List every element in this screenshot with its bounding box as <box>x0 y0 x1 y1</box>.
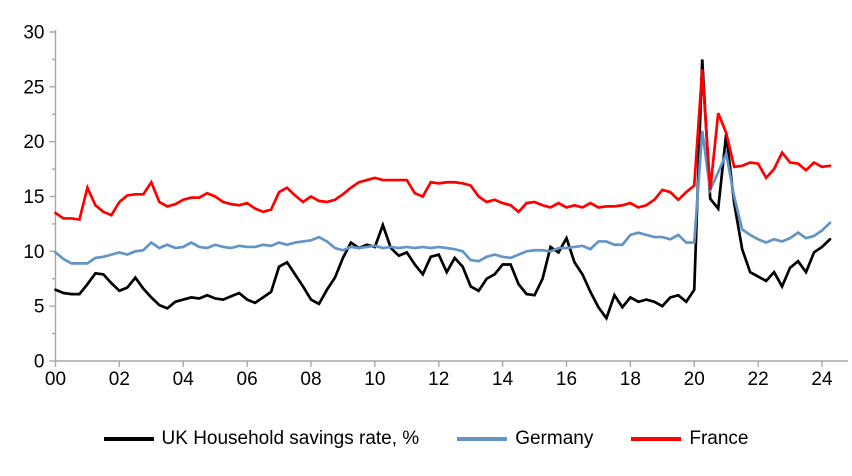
x-axis-label: 18 <box>620 369 641 390</box>
x-axis-label: 22 <box>748 369 769 390</box>
legend-item-uk-household-savings-rate: UK Household savings rate, % <box>103 424 420 454</box>
legend-line-sample-uk-household-savings-rate <box>103 437 154 441</box>
y-axis-label: 15 <box>23 187 44 208</box>
y-axis-label: 0 <box>34 352 45 373</box>
y-axis-label: 5 <box>34 297 45 318</box>
y-axis-label: 10 <box>23 242 44 263</box>
x-axis-label: 10 <box>364 369 385 390</box>
legend-label-uk-household-savings-rate: UK Household savings rate, % <box>161 428 420 449</box>
legend-item-germany: Germany <box>457 424 593 454</box>
x-axis-label: 20 <box>684 369 705 390</box>
france-line <box>54 69 832 222</box>
x-axis-label: 14 <box>492 369 514 390</box>
legend-item-france: France <box>631 424 748 454</box>
legend-label-france: France <box>689 428 749 449</box>
germany-line <box>54 130 832 265</box>
x-axis-label: 16 <box>556 369 577 390</box>
legend-label-germany: Germany <box>515 428 594 449</box>
x-axis-label: 02 <box>109 369 130 390</box>
x-axis-label: 08 <box>300 369 321 390</box>
legend-line-sample-germany <box>457 437 508 441</box>
x-axis-label: 12 <box>428 369 449 390</box>
chart-plot-area: 0 5 10 15 20 25 30 00 02 04 06 08 10 12 14 16 18 20 22 24 <box>23 23 848 390</box>
y-axis-label: 25 <box>23 77 44 98</box>
y-axis-label: 30 <box>23 23 44 44</box>
x-axis-label: 06 <box>237 369 258 390</box>
legend-line-sample-france <box>631 437 682 441</box>
x-axis-label: 00 <box>45 369 66 390</box>
uk-household-savings-rate-line <box>54 59 832 322</box>
y-axis-label: 20 <box>23 132 44 153</box>
x-axis-label: 04 <box>173 369 195 390</box>
x-axis-label: 24 <box>811 369 833 390</box>
chart-legend: UK Household savings rate, % Germany Franc… <box>0 424 852 454</box>
